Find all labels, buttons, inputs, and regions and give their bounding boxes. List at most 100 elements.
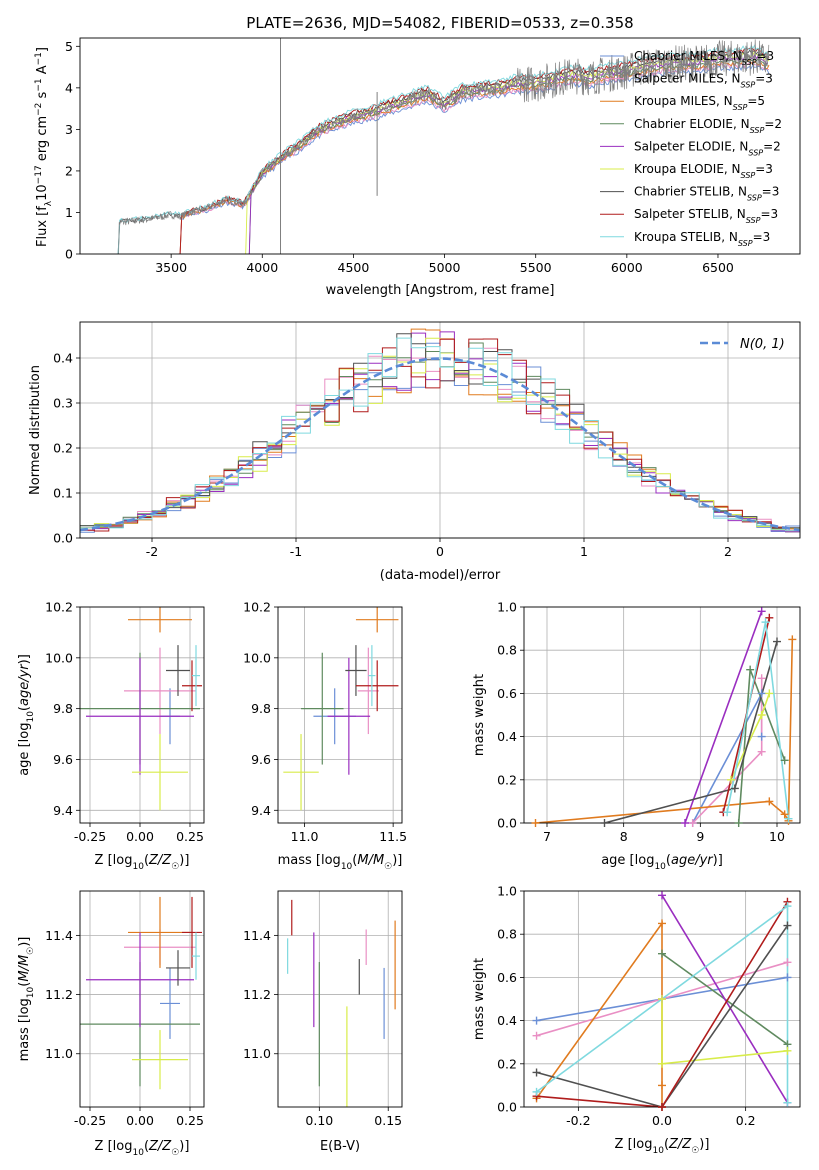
x-tick-label: 11.5 [379,829,407,844]
mass-ebv-x-axis-label: E(B-V) [320,1139,360,1154]
spectrum-y-axis-label-part: Flux [f [35,206,50,247]
x-tick-label: 5500 [520,260,552,275]
y-tick-label: 10.0 [243,650,271,665]
weight-marker-salpeter-elodie [757,607,766,616]
mass-z-x-axis-label: Z [log10(Z/Z☉)] [95,1139,190,1158]
weight-marker-salpeter-miles [532,1031,541,1040]
weight-marker-kroupa-stelib [784,814,793,823]
weight-marker-chabrier-stelib [783,921,792,930]
legend-label-kroupa-miles: Kroupa MILES, NSSP=5 [634,94,765,112]
weight-marker-kroupa-stelib [761,618,770,627]
age-mass-x-axis-label-part: 10 [341,862,353,872]
spectrum-x-axis-label: wavelength [Angstrom, rest frame] [326,283,555,298]
x-tick-label: 0.0 [652,1113,672,1128]
weight-z-x-axis-label-part: Z/Z [668,1137,692,1152]
x-tick-label: 1 [580,544,588,559]
weight-marker-chabrier-miles [532,1016,541,1025]
x-tick-label: 6500 [702,260,734,275]
weight-line-salpeter-elodie [661,894,789,1104]
y-tick-label: 0.0 [497,816,517,831]
observed-spectrum-line [116,39,770,254]
weight-marker-chabrier-elodie [734,819,743,827]
age-mass-x-axis-label: mass [log10(M/M☉)] [278,853,403,872]
legend-count: =3 [755,162,773,176]
mass-z-y-axis-label-part: mass [log [17,998,32,1061]
weight-marker-kroupa-stelib [723,808,732,817]
errorbar-kroupa-miles [128,607,192,633]
age-z-x-axis-label-part: 10 [132,862,144,872]
y-tick-label: 11.0 [243,1046,271,1061]
spectrum-y-axis-label: Flux [fλ10−17 erg cm−2 s−1 A−1] [34,47,54,247]
mass-z-x-axis-label-part: Z [log [95,1139,133,1154]
legend-count: =3 [753,230,771,244]
x-tick-label: 5000 [429,260,461,275]
age-z-x-axis-label-part: Z [log [95,853,133,868]
x-tick-label: -2 [146,544,158,559]
legend-subscript: SSP [738,238,753,247]
legend-count: =2 [763,139,781,153]
legend-count: =2 [764,117,782,131]
weight-marker-kroupa-elodie [783,1046,792,1055]
legend-text: Kroupa MILES, N [634,94,733,108]
legend-subscript: SSP [741,80,756,89]
weight-z-x-axis-label: Z [log10(Z/Z☉)] [615,1137,710,1156]
legend-count: =3 [762,185,780,199]
age_vs_mass-frame [277,606,403,824]
mass-z-y-axis-label-part: M/M [17,955,32,982]
weight-marker-salpeter-elodie [681,819,689,827]
x-tick-label: 10 [769,829,785,844]
y-tick-label: 11.2 [243,987,271,1002]
legend-count: =3 [755,72,773,86]
legend-text: Salpeter STELIB, N [634,207,746,221]
y-tick-label: 0.2 [497,1056,517,1071]
y-tick-label: 9.8 [251,701,271,716]
x-tick-label: 4500 [338,260,370,275]
legend-label-chabrier-miles: Chabrier MILES, NSSP=3 [634,49,774,67]
weight-marker-kroupa-stelib [783,1098,792,1107]
errorbar-chabrier-elodie [301,652,344,765]
mass_weight_vs_age-frame [523,606,801,824]
weight-z-x-axis-label-part: ☉ [691,1146,699,1156]
residuals-plot-area [80,328,800,536]
mass-z-y-axis-label-part: 10 [26,986,36,998]
weight-marker-salpeter-miles [757,674,766,683]
mass_weight_vs_Z-axes: -0.2 0.0 0.2 0.0 0.2 0.4 0.6 0.8 1.0 Z [log10(Z/Z… [472,884,801,1156]
weight-marker-kroupa-stelib [783,902,792,911]
y-tick-label: 0.0 [497,1100,517,1115]
y-tick-label: 0 [65,247,73,262]
errorbar-kroupa-stelib [192,932,200,980]
weight-marker-chabrier-elodie [658,949,666,958]
spectrum-y-axis-label-part: −2 [34,103,44,116]
weight-marker-kroupa-miles [788,635,797,644]
weight-marker-chabrier-stelib [600,819,609,827]
errorbar-kroupa-elodie [132,734,188,811]
weight-line-salpeter-miles [692,678,763,823]
weight-line-kroupa-miles [535,920,663,1107]
y-tick-label: 11.0 [45,1046,73,1061]
legend-text: Kroupa ELODIE, N [634,162,741,176]
weight-z-y-axis-label: mass weight [472,958,487,1040]
weight-line-chabrier-stelib [536,925,789,1107]
age-z-x-axis-label: Z [log10(Z/Z☉)] [95,853,190,872]
spectrum-y-axis-label-part: λ [44,200,54,206]
errorbar-kroupa-elodie [283,734,319,811]
mass-z-x-axis-label-part: )] [179,1139,189,1154]
weight-z-x-axis-label-part: )] [699,1137,709,1152]
age_vs_Z-frame [79,606,205,824]
y-tick-label: 1.0 [497,884,517,899]
errorbar-chabrier-stelib [166,950,190,986]
weight-marker-chabrier-miles [757,689,766,698]
weight-marker-kroupa-miles [658,1081,666,1090]
weight-marker-kroupa-miles [765,797,774,806]
mass-z-x-axis-label-part: ( [144,1139,149,1154]
age_vs_mass-axes: 11.0 11.5 9.4 9.6 9.8 10.0 10.2 mass [log10(M/M… [243,600,407,873]
y-tick-label: 9.6 [53,752,73,767]
legend-label-chabrier-stelib: Chabrier STELIB, NSSP=3 [634,185,779,203]
spectrum-y-axis-label-part: A [35,65,50,78]
legend-label-kroupa-stelib: Kroupa STELIB, NSSP=3 [634,230,770,248]
y-tick-label: 1 [65,205,73,220]
y-tick-label: 4 [65,80,73,95]
legend-text: Chabrier STELIB, N [634,185,747,199]
spectrum-y-axis-label-part: s [35,91,50,102]
weight-age-x-axis-label-part: age/yr [671,853,714,868]
